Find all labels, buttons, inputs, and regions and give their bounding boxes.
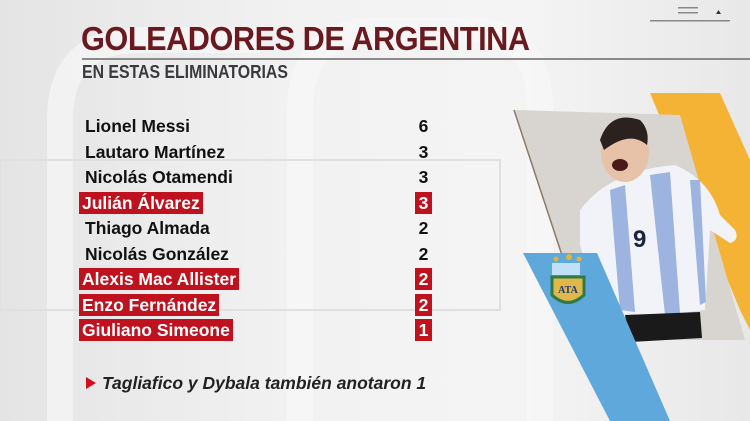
scorer-goals: 3 [415,191,432,214]
scorer-name: Enzo Fernández [79,293,220,316]
broadcast-controls [650,7,730,22]
title-divider [82,58,750,60]
scorer-name: Alexis Mac Allister [79,268,240,290]
scorer-goals: 6 [418,116,429,136]
scorer-goals: 2 [418,243,429,264]
scorer-row: Giuliano Simeone 1 [79,319,432,341]
scorer-name: Lionel Messi [85,116,191,136]
scorer-name: Nicolás Otamendi [85,167,233,187]
scorer-goals: 2 [415,293,432,316]
scorer-name: Julián Álvarez [79,191,203,214]
footer-text: Tagliafico y Dybala también anotaron 1 [102,373,427,393]
scorer-row: Nicolás Otamendi 3 [82,166,432,188]
player-figure: 9 [580,117,737,342]
jersey-number: 9 [633,226,646,253]
scorer-goals: 2 [415,268,432,290]
scorer-name: Lautaro Martínez [85,141,226,162]
footer-note: Tagliafico y Dybala también anotaron 1 [86,373,426,394]
scorer-row: Lionel Messi 6 [82,115,432,137]
scorer-row: Enzo Fernández 2 [79,293,432,316]
scorer-row: Thiago Almada 2 [82,217,432,239]
scorer-name: Giuliano Simeone [79,319,233,341]
player-photo: 9 ATA [513,93,750,421]
scorer-row: Nicolás González 2 [82,243,432,265]
triangle-right-icon [86,377,96,389]
page-title: GOLEADORES DE ARGENTINA [81,20,530,57]
scorer-goals: 3 [418,141,429,162]
scorer-row: Julián Álvarez 3 [79,191,432,214]
page-subtitle: EN ESTAS ELIMINATORIAS [82,62,288,82]
ata-crest-logo: ATA [550,254,586,304]
scorer-name: Nicolás González [85,243,229,264]
scorer-row: Lautaro Martínez 3 [82,141,432,163]
scorer-goals: 1 [415,319,432,341]
scorer-row: Alexis Mac Allister 2 [79,268,432,290]
scorer-name: Thiago Almada [85,218,210,238]
svg-text:ATA: ATA [558,285,578,296]
scorer-goals: 2 [418,218,429,238]
scorer-goals: 3 [418,167,429,187]
